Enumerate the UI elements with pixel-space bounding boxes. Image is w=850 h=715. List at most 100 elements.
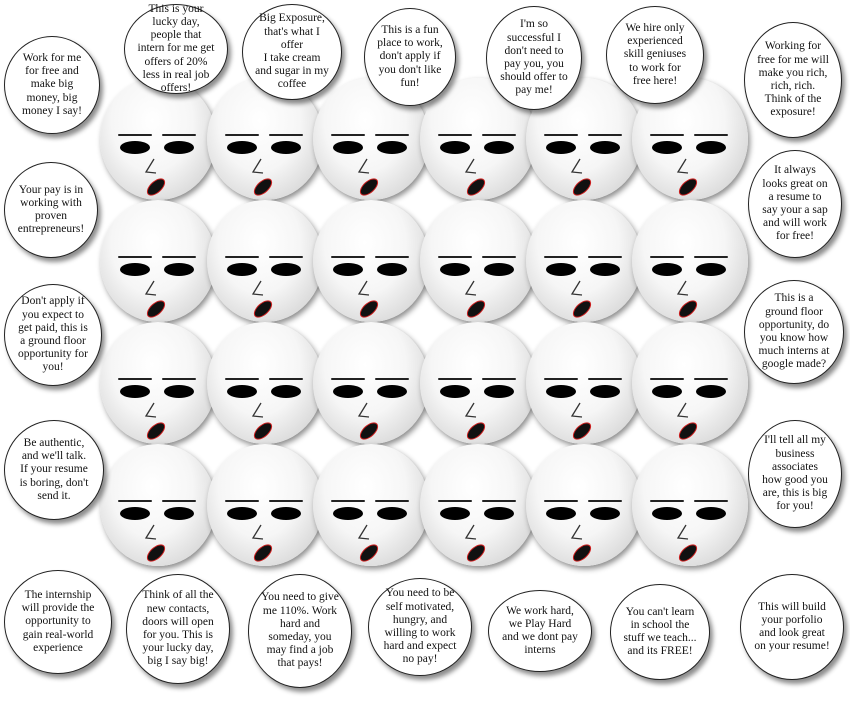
boss-face xyxy=(100,322,216,444)
right-eye xyxy=(164,385,194,398)
right-eye xyxy=(164,141,194,154)
right-eyebrow xyxy=(482,256,516,258)
left-eye xyxy=(227,263,257,276)
left-eyebrow xyxy=(544,500,578,502)
boss-face xyxy=(526,322,642,444)
boss-face xyxy=(632,444,748,566)
left-eyebrow xyxy=(225,134,259,136)
left-eye xyxy=(120,263,150,276)
boss-face xyxy=(100,78,216,200)
left-eye xyxy=(333,385,363,398)
speech-bubble-12: Be authentic, and we'll talk. If your re… xyxy=(4,420,104,520)
left-eyebrow xyxy=(438,500,472,502)
right-eye xyxy=(271,141,301,154)
right-eye xyxy=(377,507,407,520)
nose xyxy=(251,524,264,540)
boss-face xyxy=(100,200,216,322)
right-eye xyxy=(696,385,726,398)
left-eyebrow xyxy=(650,134,684,136)
nose xyxy=(464,158,477,174)
boss-face xyxy=(313,200,429,322)
right-eye xyxy=(590,507,620,520)
left-eyebrow xyxy=(331,134,365,136)
nose xyxy=(357,158,370,174)
speech-bubble-20: This will build your porfolio and look g… xyxy=(740,574,844,680)
left-eyebrow xyxy=(650,256,684,258)
right-eyebrow xyxy=(588,378,622,380)
nose xyxy=(357,280,370,296)
right-eyebrow xyxy=(162,256,196,258)
right-eyebrow xyxy=(162,378,196,380)
left-eye xyxy=(227,507,257,520)
boss-face xyxy=(526,200,642,322)
left-eye xyxy=(120,141,150,154)
left-eye xyxy=(440,507,470,520)
right-eye xyxy=(164,507,194,520)
nose xyxy=(251,158,264,174)
left-eye xyxy=(440,385,470,398)
right-eyebrow xyxy=(375,256,409,258)
nose xyxy=(144,524,157,540)
boss-face xyxy=(207,322,323,444)
left-eye xyxy=(546,507,576,520)
right-eyebrow xyxy=(588,134,622,136)
left-eye xyxy=(120,385,150,398)
right-eyebrow xyxy=(162,500,196,502)
right-eyebrow xyxy=(375,500,409,502)
right-eyebrow xyxy=(375,378,409,380)
left-eye xyxy=(227,141,257,154)
boss-face xyxy=(100,444,216,566)
boss-face xyxy=(207,200,323,322)
nose xyxy=(570,280,583,296)
left-eye xyxy=(440,141,470,154)
speech-bubble-16: You need to give me 110%. Work hard and … xyxy=(248,574,352,688)
left-eyebrow xyxy=(118,500,152,502)
speech-bubble-18: We work hard, we Play Hard and we dont p… xyxy=(488,590,592,672)
left-eyebrow xyxy=(225,378,259,380)
left-eyebrow xyxy=(118,256,152,258)
right-eye xyxy=(377,141,407,154)
left-eyebrow xyxy=(438,134,472,136)
left-eye xyxy=(652,507,682,520)
left-eye xyxy=(333,141,363,154)
left-eye xyxy=(440,263,470,276)
nose xyxy=(676,280,689,296)
speech-bubble-15: Think of all the new contacts, doors wil… xyxy=(126,574,230,684)
boss-face xyxy=(420,200,536,322)
left-eyebrow xyxy=(544,378,578,380)
speech-bubble-7: Working for free for me will make you ri… xyxy=(744,22,842,138)
right-eyebrow xyxy=(375,134,409,136)
right-eye xyxy=(484,141,514,154)
left-eyebrow xyxy=(118,134,152,136)
nose xyxy=(144,280,157,296)
right-eye xyxy=(271,507,301,520)
left-eyebrow xyxy=(438,378,472,380)
right-eyebrow xyxy=(269,500,303,502)
right-eye xyxy=(271,263,301,276)
speech-bubble-19: You can't learn in school the stuff we t… xyxy=(610,584,710,680)
right-eyebrow xyxy=(482,134,516,136)
right-eye xyxy=(377,385,407,398)
speech-bubble-14: The internship will provide the opportun… xyxy=(4,570,112,674)
speech-bubble-1: Work for me for free and make big money,… xyxy=(4,36,100,134)
nose xyxy=(464,524,477,540)
nose xyxy=(570,158,583,174)
left-eyebrow xyxy=(438,256,472,258)
speech-bubble-13: I'll tell all my business associates how… xyxy=(748,420,842,528)
left-eye xyxy=(652,141,682,154)
nose xyxy=(251,402,264,418)
nose xyxy=(144,158,157,174)
nose xyxy=(676,524,689,540)
left-eye xyxy=(120,507,150,520)
boss-face xyxy=(526,444,642,566)
left-eyebrow xyxy=(331,500,365,502)
right-eyebrow xyxy=(269,256,303,258)
left-eyebrow xyxy=(544,256,578,258)
nose xyxy=(676,402,689,418)
speech-bubble-4: This is a fun place to work, don't apply… xyxy=(364,8,456,106)
right-eyebrow xyxy=(694,134,728,136)
speech-bubble-8: Your pay is in working with proven entre… xyxy=(4,162,98,258)
nose xyxy=(570,524,583,540)
nose xyxy=(251,280,264,296)
